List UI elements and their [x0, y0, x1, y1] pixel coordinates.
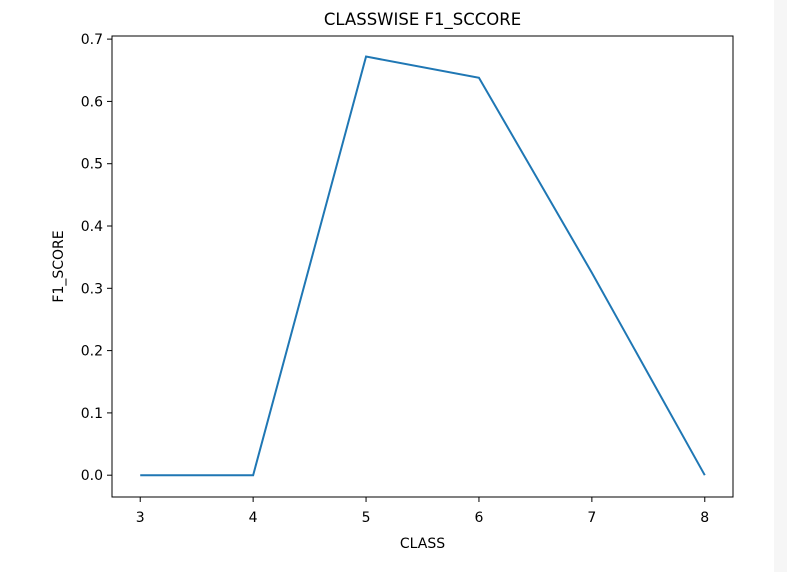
x-tick-label: 3 [136, 510, 145, 526]
scrollbar-track[interactable] [774, 0, 787, 572]
y-tick-label: 0.5 [81, 157, 103, 173]
y-tick-label: 0.7 [81, 32, 103, 48]
x-axis: 3 4 5 6 7 8 [136, 497, 709, 526]
x-tick-label: 6 [474, 510, 483, 526]
y-axis: 0.0 0.1 0.2 0.3 0.4 0.5 0.6 0.7 [81, 32, 112, 484]
x-tick-label: 7 [587, 510, 596, 526]
series-line [140, 55, 706, 477]
x-tick-label: 4 [249, 510, 258, 526]
x-tick-label: 8 [700, 510, 709, 526]
y-tick-label: 0.6 [81, 94, 103, 110]
x-axis-label: CLASS [400, 536, 445, 552]
y-axis-label: F1_SCORE [51, 230, 67, 302]
y-tick-label: 0.1 [81, 406, 103, 422]
y-tick-label: 0.0 [81, 468, 103, 484]
y-tick-label: 0.2 [81, 344, 103, 360]
chart-title: CLASSWISE F1_SCCORE [324, 10, 521, 30]
plot-frame [111, 35, 734, 498]
y-tick-label: 0.4 [81, 219, 103, 235]
x-tick-label: 5 [362, 510, 371, 526]
y-tick-label: 0.3 [81, 281, 103, 297]
